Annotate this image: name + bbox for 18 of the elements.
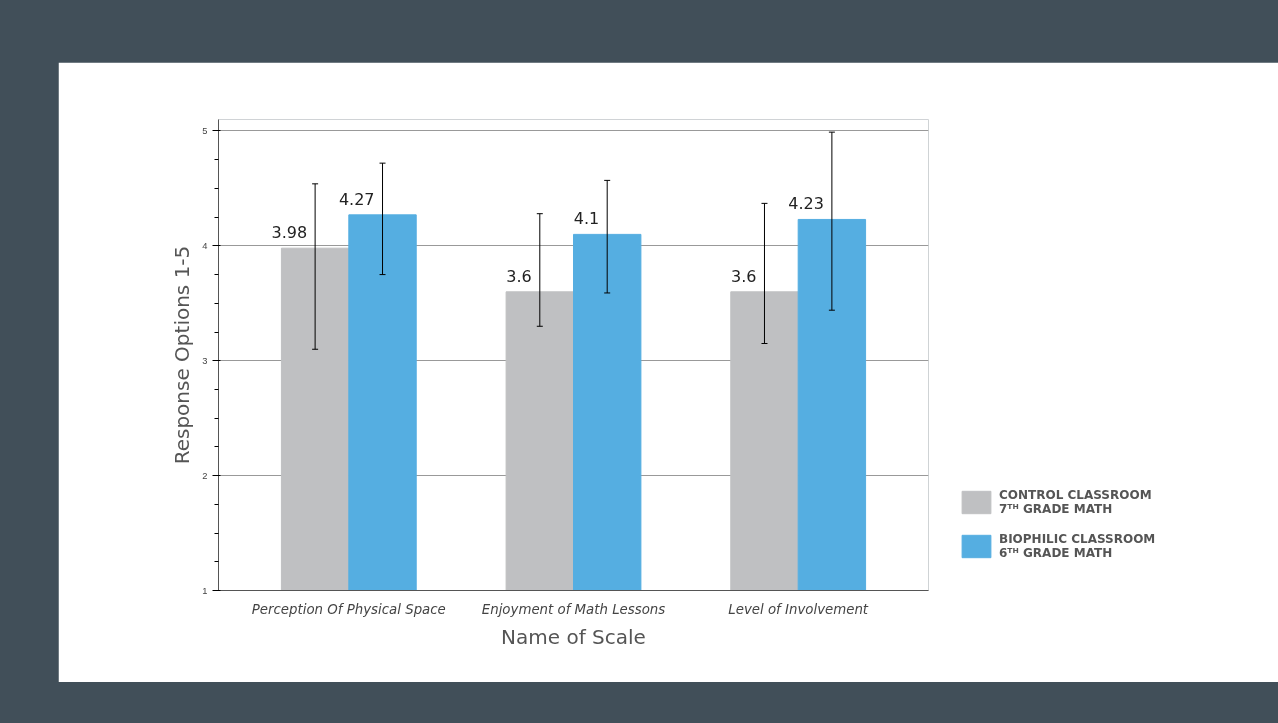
data-label: 4.27 bbox=[338, 189, 375, 209]
data-label: 3.98 bbox=[271, 223, 308, 243]
x-axis-title: Name of Scale bbox=[501, 624, 646, 649]
y-tick-label: 5 bbox=[202, 125, 208, 136]
x-tick-label: Enjoyment of Math Lessons bbox=[481, 601, 666, 617]
data-label: 3.6 bbox=[731, 266, 757, 286]
y-tick-label: 3 bbox=[202, 355, 208, 366]
y-tick-label: 1 bbox=[202, 585, 208, 596]
data-label: 3.6 bbox=[506, 266, 532, 286]
data-label: 4.1 bbox=[573, 209, 600, 229]
y-tick-label: 4 bbox=[202, 240, 208, 251]
x-tick-label: Level of Involvement bbox=[728, 601, 869, 617]
legend-label: CONTROL CLASSROOM 7ᵀᴴ GRADE MATH bbox=[999, 488, 1152, 516]
y-tick-label: 2 bbox=[202, 470, 208, 481]
legend-label: BIOPHILIC CLASSROOM 6ᵀᴴ GRADE MATH bbox=[999, 532, 1156, 560]
x-tick-label: Perception Of Physical Space bbox=[251, 601, 446, 617]
y-axis-title: Response Options 1-5 bbox=[170, 245, 195, 465]
data-label: 4.23 bbox=[788, 194, 824, 214]
